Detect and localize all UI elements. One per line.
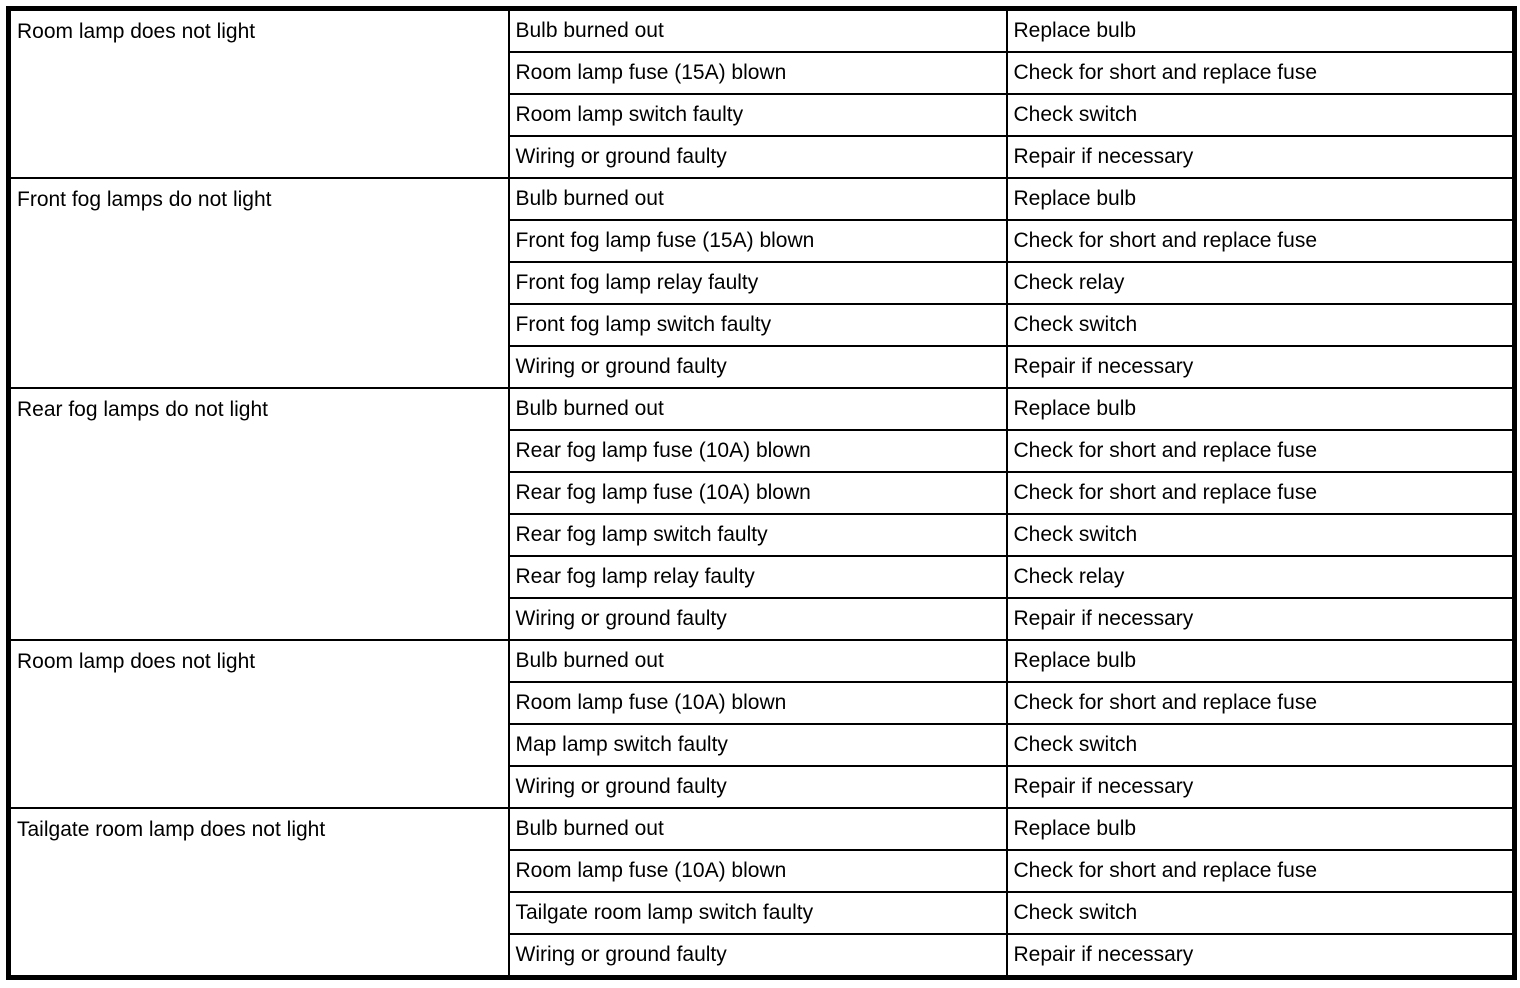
table-row: Rear fog lamp relay faulty Check relay: [9, 555, 1516, 599]
table-row: Front fog lamps do not light Bulb burned …: [7, 177, 1516, 389]
table-row: Rear fog lamp fuse (10A) blown Check for …: [9, 471, 1516, 515]
table-row: Rear fog lamps do not light Bulb burned o…: [7, 387, 1516, 641]
table-row: Wiring or ground faulty Repair if necessa…: [9, 135, 1516, 179]
remedy-cell: Check for short and replace fuse: [1005, 219, 1516, 263]
cause-cell: Bulb burned out: [507, 639, 1008, 683]
remedy-cell: Check for short and replace fuse: [1005, 681, 1516, 725]
table-row: Map lamp switch faulty Check switch: [9, 723, 1516, 767]
table-row: Wiring or ground faulty Repair if necessa…: [9, 933, 1516, 979]
table-row: Tailgate room lamp does not light Bulb bu…: [7, 807, 1516, 979]
remedy-cell: Check switch: [1005, 93, 1516, 137]
table-row: Room lamp fuse (15A) blown Check for shor…: [9, 51, 1516, 95]
remedy-cell: Replace bulb: [1005, 807, 1516, 851]
symptom-cell: Room lamp does not light: [7, 7, 510, 179]
table-row: Front fog lamp fuse (15A) blown Check for…: [9, 219, 1516, 263]
remedy-cell: Check for short and replace fuse: [1005, 849, 1516, 893]
troubleshooting-table: Room lamp does not light Bulb burned out R…: [6, 6, 1517, 980]
cause-cell: Room lamp fuse (15A) blown: [507, 51, 1008, 95]
table-row: Room lamp fuse (10A) blown Check for shor…: [9, 681, 1516, 725]
remedy-cell: Replace bulb: [1005, 387, 1516, 431]
remedy-cell: Check relay: [1005, 555, 1516, 599]
table-row: Wiring or ground faulty Repair if necessa…: [9, 345, 1516, 389]
table-row: Room lamp fuse (10A) blown Check for shor…: [9, 849, 1516, 893]
cause-cell: Front fog lamp switch faulty: [507, 303, 1008, 347]
symptom-cell: Room lamp does not light: [7, 639, 510, 809]
symptom-cell: Front fog lamps do not light: [7, 177, 510, 389]
remedy-cell: Check for short and replace fuse: [1005, 429, 1516, 473]
cause-cell: Room lamp switch faulty: [507, 93, 1008, 137]
remedy-cell: Replace bulb: [1005, 639, 1516, 683]
cause-cell: Tailgate room lamp switch faulty: [507, 891, 1008, 935]
symptom-cell: Tailgate room lamp does not light: [7, 807, 510, 979]
cause-cell: Bulb burned out: [507, 7, 1008, 53]
remedy-cell: Repair if necessary: [1005, 765, 1516, 809]
cause-cell: Front fog lamp relay faulty: [507, 261, 1008, 305]
remedy-cell: Check switch: [1005, 303, 1516, 347]
remedy-cell: Check switch: [1005, 891, 1516, 935]
remedy-cell: Repair if necessary: [1005, 135, 1516, 179]
table-row: Front fog lamp switch faulty Check switch: [9, 303, 1516, 347]
remedy-cell: Replace bulb: [1005, 177, 1516, 221]
cause-cell: Rear fog lamp relay faulty: [507, 555, 1008, 599]
table-row: Room lamp does not light Bulb burned out R…: [7, 7, 1516, 179]
cause-cell: Bulb burned out: [507, 387, 1008, 431]
remedy-cell: Check switch: [1005, 723, 1516, 767]
cause-cell: Wiring or ground faulty: [507, 135, 1008, 179]
remedy-cell: Repair if necessary: [1005, 345, 1516, 389]
cause-cell: Wiring or ground faulty: [507, 345, 1008, 389]
cause-cell: Map lamp switch faulty: [507, 723, 1008, 767]
cause-cell: Wiring or ground faulty: [507, 765, 1008, 809]
table-row: Rear fog lamp fuse (10A) blown Check for …: [9, 429, 1516, 473]
table-row: Room lamp does not light Bulb burned out R…: [7, 639, 1516, 809]
table-row: Wiring or ground faulty Repair if necessa…: [9, 597, 1516, 641]
cause-cell: Bulb burned out: [507, 807, 1008, 851]
remedy-cell: Check switch: [1005, 513, 1516, 557]
cause-cell: Room lamp fuse (10A) blown: [507, 681, 1008, 725]
cause-cell: Bulb burned out: [507, 177, 1008, 221]
remedy-cell: Check relay: [1005, 261, 1516, 305]
remedy-cell: Check for short and replace fuse: [1005, 51, 1516, 95]
cause-cell: Front fog lamp fuse (15A) blown: [507, 219, 1008, 263]
table-row: Room lamp switch faulty Check switch: [9, 93, 1516, 137]
table-row: Wiring or ground faulty Repair if necessa…: [9, 765, 1516, 809]
cause-cell: Rear fog lamp fuse (10A) blown: [507, 471, 1008, 515]
symptom-cell: Rear fog lamps do not light: [7, 387, 510, 641]
table-row: Rear fog lamp switch faulty Check switch: [9, 513, 1516, 557]
cause-cell: Wiring or ground faulty: [507, 933, 1008, 979]
cause-cell: Rear fog lamp fuse (10A) blown: [507, 429, 1008, 473]
table-row: Tailgate room lamp switch faulty Check sw…: [9, 891, 1516, 935]
cause-cell: Rear fog lamp switch faulty: [507, 513, 1008, 557]
remedy-cell: Check for short and replace fuse: [1005, 471, 1516, 515]
remedy-cell: Repair if necessary: [1005, 597, 1516, 641]
cause-cell: Room lamp fuse (10A) blown: [507, 849, 1008, 893]
table-row: Front fog lamp relay faulty Check relay: [9, 261, 1516, 305]
cause-cell: Wiring or ground faulty: [507, 597, 1008, 641]
remedy-cell: Repair if necessary: [1005, 933, 1516, 979]
remedy-cell: Replace bulb: [1005, 7, 1516, 53]
